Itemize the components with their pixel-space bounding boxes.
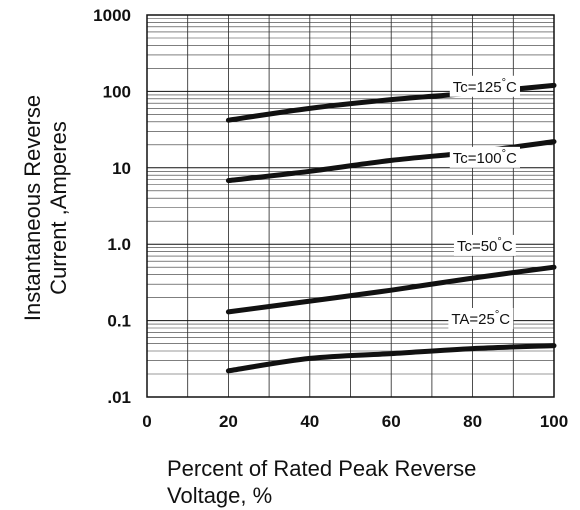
series-line (225, 264, 557, 315)
series-line (225, 343, 557, 374)
series-label-text: Tc=50°C (457, 236, 513, 255)
x-axis-title-line-2: Voltage, % (167, 483, 272, 508)
series-label: TA=25°C (448, 307, 514, 329)
x-tick-label: 40 (300, 412, 319, 431)
y-tick-labels: .01 0.1 1.0 10 100 1000 (93, 6, 131, 407)
series-labels: Tc=125°C Tc=100°C Tc=50°C TA=25°C (448, 75, 520, 329)
y-tick-label: 100 (103, 82, 131, 101)
series-label-background (449, 75, 520, 97)
plot-frame (146, 14, 555, 398)
series-label-text: Tc=125°C (453, 77, 517, 96)
x-axis-title-line-1: Percent of Rated Peak Reverse (167, 456, 476, 481)
y-tick-label: .01 (107, 388, 131, 407)
series-label-text: TA=25°C (451, 309, 510, 328)
y-tick-label: 10 (112, 159, 131, 178)
series-label: Tc=100°C (449, 146, 520, 168)
y-tick-label: 1000 (93, 6, 131, 25)
x-tick-label: 60 (382, 412, 401, 431)
y-axis-title-line-1: Instantaneous Reverse (20, 95, 45, 321)
grid (147, 15, 554, 397)
x-tick-label: 100 (540, 412, 568, 431)
x-tick-labels: 0 20 40 60 80 100 (142, 412, 568, 431)
series-label-text: Tc=100°C (453, 148, 517, 167)
series-label-background (448, 307, 514, 329)
series-label-background (453, 234, 516, 256)
y-tick-label: 0.1 (107, 312, 131, 331)
x-tick-label: 0 (142, 412, 151, 431)
series-label: Tc=125°C (449, 75, 520, 97)
series-label: Tc=50°C (453, 234, 516, 256)
y-axis-title-line-2: Current ,Amperes (46, 121, 71, 295)
x-tick-label: 80 (463, 412, 482, 431)
series-label-background (449, 146, 520, 168)
y-tick-label: 1.0 (107, 235, 131, 254)
x-tick-label: 20 (219, 412, 238, 431)
